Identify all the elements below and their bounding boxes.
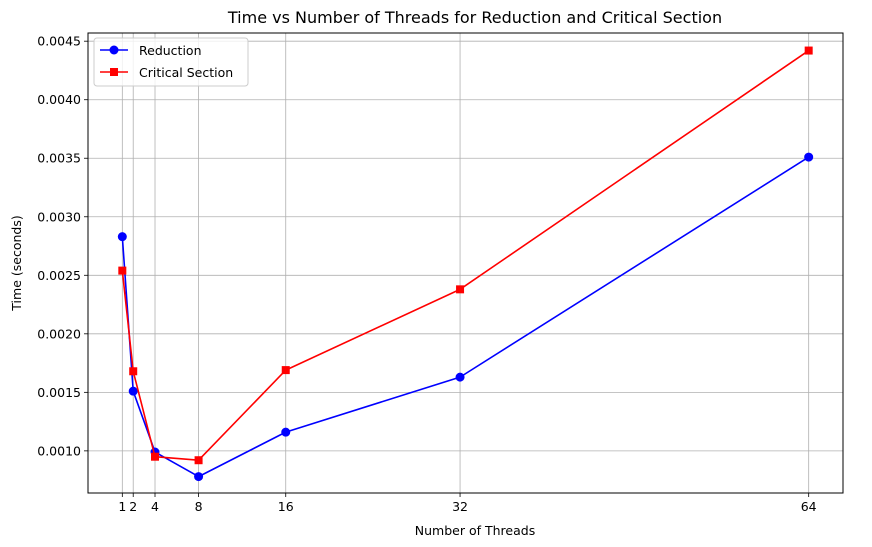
plot-area-frame (87, 32, 844, 494)
y-tick-label: 0.0025 (37, 268, 81, 283)
x-axis-label: Number of Threads (415, 523, 535, 538)
series-lines (117, 46, 814, 482)
data-point-reduction (128, 386, 138, 396)
y-tick-label: 0.0020 (37, 326, 81, 341)
x-tick-label: 16 (278, 499, 294, 514)
y-tick-label: 0.0030 (37, 209, 81, 224)
x-tick-label: 1 (118, 499, 126, 514)
data-point-critical-section (118, 266, 127, 275)
data-point-critical-section (456, 285, 465, 294)
y-axis-label: Time (seconds) (9, 215, 24, 311)
y-tick-label: 0.0015 (37, 385, 81, 400)
x-tick-label: 4 (151, 499, 159, 514)
data-point-reduction (455, 372, 465, 382)
x-tick-label: 8 (195, 499, 203, 514)
y-tick-label: 0.0035 (37, 151, 81, 166)
legend-label-reduction: Reduction (139, 43, 202, 58)
data-point-reduction (804, 152, 814, 162)
data-point-critical-section (129, 367, 138, 376)
data-point-critical-section (804, 46, 813, 55)
legend-frame (93, 37, 249, 87)
x-tick-label: 32 (452, 499, 468, 514)
data-point-reduction (117, 232, 127, 242)
legend-label-critical-section: Critical Section (139, 65, 233, 80)
y-tick-label: 0.0010 (37, 443, 81, 458)
legend: Reduction Critical Section (93, 37, 249, 87)
y-tick-label: 0.0040 (37, 92, 81, 107)
data-point-critical-section (151, 452, 160, 461)
legend-marker-critical-section (110, 68, 118, 76)
legend-marker-reduction (109, 45, 119, 55)
data-point-critical-section (281, 366, 290, 375)
grid (88, 33, 843, 493)
axis-ticks: 1 2 4 8 16 32 64 0.0010 0.0015 0.0020 0.0025 0.0030… (37, 34, 816, 514)
data-point-reduction (194, 472, 204, 482)
data-point-reduction (281, 427, 291, 437)
chart-title: Time vs Number of Threads for Reduction … (227, 8, 722, 27)
x-tick-label: 64 (801, 499, 817, 514)
y-tick-label: 0.0045 (37, 34, 81, 49)
data-point-critical-section (194, 456, 203, 465)
x-tick-label: 2 (129, 499, 137, 514)
